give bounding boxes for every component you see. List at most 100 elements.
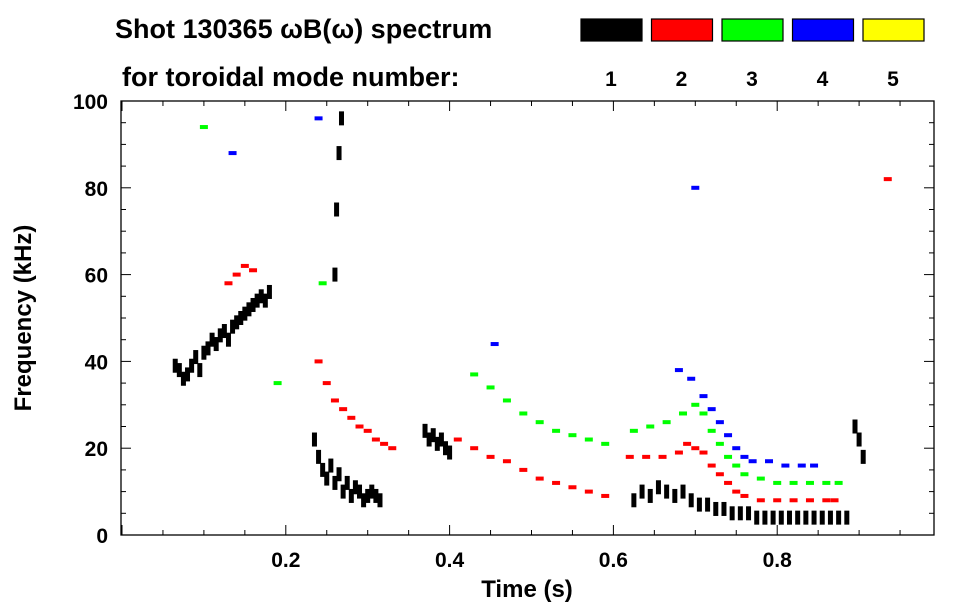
data-point (535, 420, 544, 425)
y-tick-label: 20 (85, 438, 108, 461)
data-point (197, 363, 203, 378)
data-point (664, 484, 670, 499)
data-point (189, 358, 195, 373)
data-point (715, 420, 724, 425)
legend-swatch (862, 18, 925, 42)
data-point (683, 441, 692, 446)
data-point (765, 459, 774, 464)
data-point (318, 281, 327, 286)
x-tick-label: 0.8 (763, 549, 793, 572)
data-point (221, 324, 227, 339)
data-point (699, 394, 708, 399)
data-point (422, 423, 428, 438)
data-point (348, 488, 354, 503)
legend-caption: for toroidal mode number: (122, 62, 460, 92)
data-point (201, 345, 207, 360)
data-point (486, 454, 495, 459)
data-point (330, 398, 339, 403)
data-point (334, 202, 340, 217)
data-point (470, 446, 479, 451)
data-point (332, 267, 338, 282)
data-layer (172, 111, 892, 525)
data-point (447, 445, 453, 460)
data-point (646, 424, 655, 429)
data-point (834, 480, 843, 485)
data-point (258, 289, 264, 304)
data-point (724, 433, 733, 438)
data-point (426, 432, 432, 447)
data-point (361, 493, 367, 508)
data-point (770, 510, 776, 525)
data-point (805, 480, 814, 485)
data-point (674, 450, 683, 455)
data-point (324, 471, 330, 486)
data-point (852, 419, 858, 434)
data-point (810, 463, 819, 468)
data-point (217, 328, 223, 343)
data-point (797, 463, 806, 468)
data-point (363, 428, 372, 433)
data-point (601, 493, 610, 498)
data-point (347, 415, 356, 420)
data-point (344, 475, 350, 490)
data-point (266, 284, 272, 299)
data-point (740, 472, 749, 477)
data-point (238, 311, 244, 325)
data-point (639, 484, 645, 499)
data-point (228, 151, 237, 156)
data-point (262, 293, 268, 308)
data-point (713, 501, 719, 516)
data-point (811, 510, 817, 525)
data-point (827, 510, 833, 525)
x-tick-label: 0.2 (271, 549, 300, 572)
data-point (254, 293, 260, 308)
data-point (740, 493, 749, 498)
data-point (519, 411, 528, 416)
y-tick-label: 0 (96, 525, 108, 548)
data-point (883, 177, 892, 182)
data-point (773, 480, 782, 485)
data-point (696, 497, 702, 512)
data-point (377, 493, 383, 508)
data-point (721, 501, 727, 516)
data-point (773, 498, 782, 503)
data-point (836, 510, 842, 525)
y-tick-labels: 0 20 40 60 80 100 (73, 91, 108, 548)
data-point (830, 498, 839, 503)
y-tick-label: 60 (85, 265, 108, 288)
x-tick-labels: 0.2 0.4 0.6 0.8 (271, 549, 792, 572)
y-tick-label: 80 (85, 178, 108, 201)
data-point (674, 368, 683, 373)
legend-label: 4 (817, 68, 829, 91)
legend-label: 2 (676, 68, 688, 91)
data-point (601, 441, 610, 446)
data-point (470, 372, 479, 377)
data-point (662, 420, 671, 425)
data-point (642, 454, 651, 459)
data-point (856, 432, 862, 447)
data-point (502, 398, 511, 403)
data-point (732, 446, 741, 451)
data-point (443, 441, 449, 456)
legend-label: 3 (746, 68, 758, 91)
data-point (732, 463, 741, 468)
data-point (732, 489, 741, 494)
data-point (328, 458, 334, 473)
data-point (691, 402, 700, 407)
data-point (242, 306, 248, 321)
data-point (339, 407, 348, 412)
data-point (778, 510, 784, 525)
data-point (250, 297, 256, 312)
data-point (737, 506, 743, 521)
data-point (176, 363, 182, 378)
data-point (805, 498, 814, 503)
data-point (502, 459, 511, 464)
legend-label: 1 (605, 68, 617, 91)
data-point (322, 381, 331, 386)
data-point (430, 428, 436, 443)
data-point (584, 437, 593, 442)
data-point (803, 510, 809, 525)
data-point (314, 116, 323, 121)
legend-label: 5 (887, 68, 899, 91)
